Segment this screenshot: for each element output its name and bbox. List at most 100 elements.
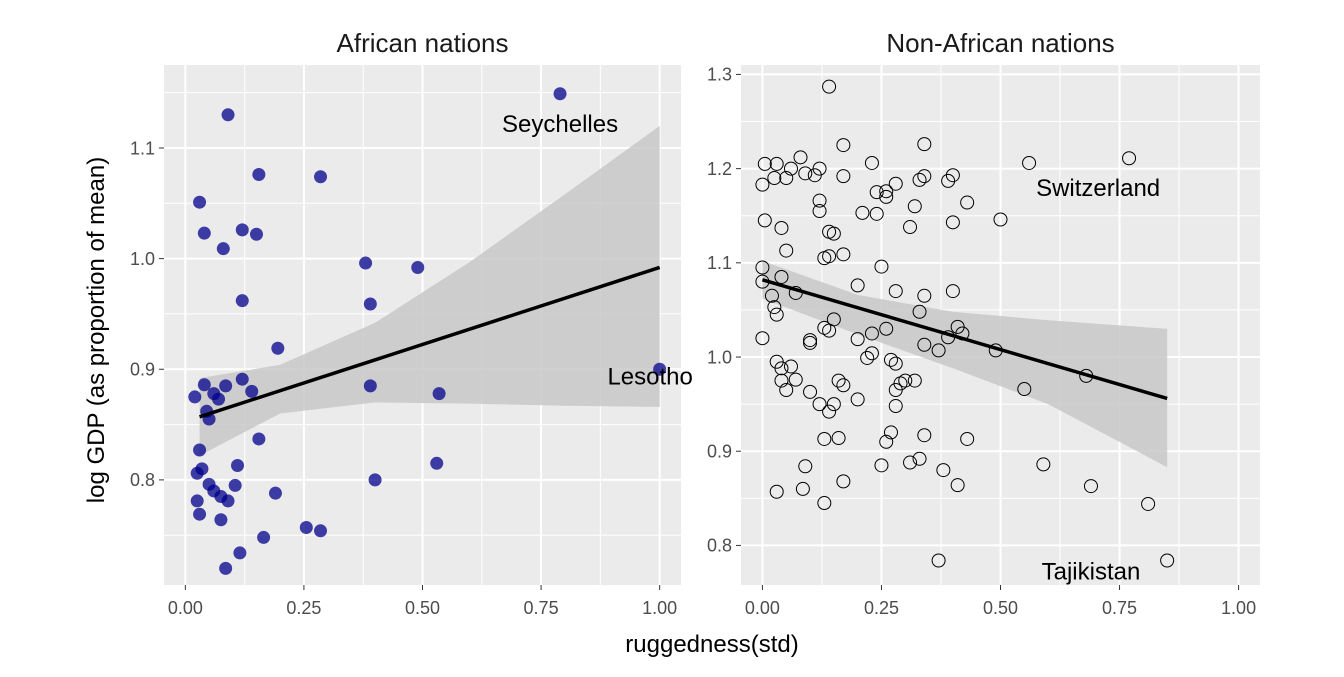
data-point bbox=[850, 278, 865, 293]
data-point bbox=[235, 294, 249, 308]
data-point bbox=[190, 494, 204, 508]
data-point bbox=[812, 204, 827, 219]
regression-line bbox=[199, 265, 661, 419]
panels-layer: Seychelles Lesotho African nations 0.00 0.25… bbox=[130, 28, 1260, 618]
data-point bbox=[874, 458, 889, 473]
data-point bbox=[850, 332, 865, 347]
data-point bbox=[411, 260, 425, 274]
data-point bbox=[817, 320, 832, 335]
data-point bbox=[219, 561, 233, 575]
data-point bbox=[826, 226, 841, 241]
data-point bbox=[850, 392, 865, 407]
data-point bbox=[888, 176, 903, 191]
data-point bbox=[774, 361, 789, 376]
data-point bbox=[931, 553, 946, 568]
data-point bbox=[822, 79, 837, 94]
annotation-label: Tajikistan bbox=[1042, 558, 1141, 585]
data-point bbox=[779, 243, 794, 258]
data-point bbox=[798, 459, 813, 474]
data-point bbox=[233, 546, 247, 560]
data-point bbox=[817, 496, 832, 511]
confidence-ribbon bbox=[762, 260, 1168, 468]
data-points bbox=[188, 87, 667, 575]
data-point bbox=[950, 478, 965, 493]
x-axis-title: ruggedness(std) bbox=[625, 631, 798, 658]
data-point bbox=[864, 326, 879, 341]
data-point bbox=[798, 166, 813, 181]
data-point bbox=[945, 284, 960, 299]
data-point bbox=[252, 168, 266, 182]
data-point bbox=[917, 137, 932, 152]
data-point bbox=[907, 373, 922, 388]
data-point bbox=[249, 227, 263, 241]
data-point bbox=[216, 242, 230, 256]
data-point bbox=[831, 373, 846, 388]
data-point bbox=[903, 220, 918, 235]
data-point bbox=[793, 150, 808, 165]
data-point bbox=[197, 226, 211, 240]
data-point bbox=[888, 284, 903, 299]
data-point bbox=[812, 193, 827, 208]
data-point bbox=[903, 455, 918, 470]
data-point bbox=[1122, 151, 1137, 166]
data-point bbox=[193, 195, 207, 209]
data-point bbox=[888, 399, 903, 414]
data-point bbox=[783, 161, 798, 176]
data-point bbox=[993, 212, 1008, 227]
x-tick-label: 0.50 bbox=[983, 598, 1018, 618]
data-point bbox=[826, 397, 841, 412]
data-point bbox=[553, 87, 567, 101]
data-point bbox=[757, 213, 772, 228]
data-point bbox=[879, 321, 894, 336]
x-tick-label: 1.00 bbox=[1221, 598, 1256, 618]
data-point bbox=[822, 249, 837, 264]
data-point bbox=[879, 184, 894, 199]
regression-line bbox=[761, 278, 1168, 401]
x-tick-label: 0.00 bbox=[745, 598, 780, 618]
x-tick-label: 0.50 bbox=[405, 598, 440, 618]
data-point bbox=[831, 431, 846, 446]
data-point bbox=[231, 459, 245, 473]
y-tick-label: 0.9 bbox=[707, 442, 732, 462]
data-point bbox=[193, 443, 207, 457]
data-point bbox=[817, 431, 832, 446]
data-point bbox=[822, 404, 837, 419]
data-point bbox=[917, 428, 932, 443]
data-point bbox=[257, 530, 271, 544]
data-point bbox=[767, 300, 782, 315]
data-point bbox=[755, 177, 770, 192]
data-point bbox=[812, 161, 827, 176]
data-point bbox=[764, 288, 779, 303]
y-tick-label: 1.0 bbox=[130, 249, 155, 269]
data-point bbox=[767, 171, 782, 186]
data-point bbox=[869, 206, 884, 221]
data-point bbox=[214, 513, 228, 527]
data-point bbox=[368, 473, 382, 487]
data-point bbox=[869, 185, 884, 200]
data-point bbox=[755, 260, 770, 275]
data-point bbox=[803, 333, 818, 348]
data-point bbox=[195, 462, 209, 476]
y-axis-title: log GDP (as proportion of mean) bbox=[83, 157, 110, 503]
data-point bbox=[769, 307, 784, 322]
data-point bbox=[855, 205, 870, 220]
data-point bbox=[912, 451, 927, 466]
y-tick-label: 1.1 bbox=[130, 138, 155, 158]
annotation-label: Lesotho bbox=[607, 363, 692, 390]
data-point bbox=[774, 373, 789, 388]
data-point bbox=[271, 341, 285, 355]
data-point bbox=[917, 337, 932, 352]
data-point bbox=[879, 189, 894, 204]
data-point bbox=[783, 359, 798, 374]
data-point bbox=[221, 494, 235, 508]
y-tick-label: 0.9 bbox=[130, 360, 155, 380]
data-point bbox=[888, 356, 903, 371]
data-point bbox=[1083, 479, 1098, 494]
x-tick-label: 0.00 bbox=[168, 598, 203, 618]
data-point bbox=[803, 335, 818, 350]
data-point bbox=[1036, 457, 1051, 472]
data-point bbox=[774, 269, 789, 284]
y-tick-label: 1.1 bbox=[707, 253, 732, 273]
y-tick-label: 0.8 bbox=[707, 536, 732, 556]
